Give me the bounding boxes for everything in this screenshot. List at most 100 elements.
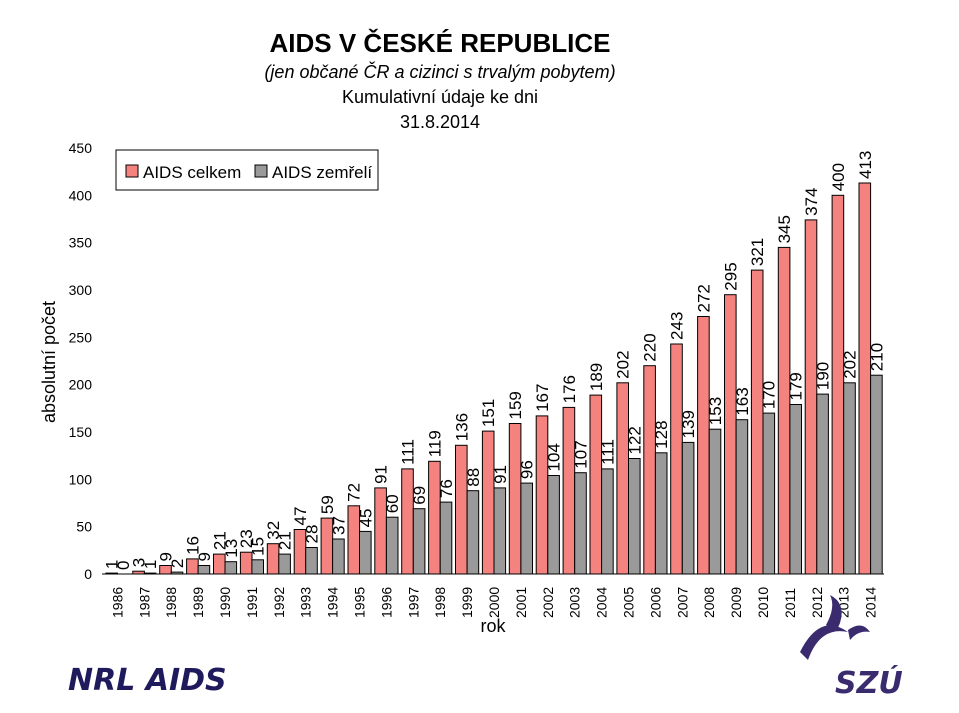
bar-zemreli <box>628 458 641 575</box>
x-tick-label: 1999 <box>459 587 475 618</box>
value-label-celkem: 91 <box>372 465 391 484</box>
x-tick-label: 1986 <box>109 587 125 618</box>
x-tick-label: 1990 <box>217 587 233 618</box>
value-label-zemreli: 37 <box>329 516 348 535</box>
x-tick-label: 2008 <box>701 587 717 618</box>
bar-zemreli <box>735 419 749 575</box>
x-tick-label: 2005 <box>621 587 637 618</box>
x-tick-label: 2009 <box>728 587 744 618</box>
value-label-celkem: 23 <box>237 529 256 548</box>
x-tick-label: 2012 <box>809 587 825 618</box>
x-tick-label: 2002 <box>540 587 556 618</box>
value-label-zemreli: 139 <box>679 410 698 438</box>
bar-celkem <box>616 382 630 575</box>
value-label-zemreli: 163 <box>733 387 752 415</box>
value-label-celkem: 9 <box>157 552 176 561</box>
bar-zemreli <box>708 428 722 575</box>
bar-celkem <box>455 444 468 575</box>
x-tick-label: 2007 <box>674 587 690 618</box>
x-tick-label: 1997 <box>405 587 421 618</box>
value-label-zemreli: 88 <box>464 468 483 487</box>
value-label-celkem: 220 <box>641 333 660 361</box>
bar-zemreli <box>681 441 695 575</box>
y-tick-label: 400 <box>69 187 93 203</box>
bar-celkem <box>643 365 656 575</box>
bar-celkem <box>750 269 764 575</box>
bar-celkem <box>535 415 549 575</box>
bar-celkem <box>670 343 683 575</box>
bar-zemreli <box>197 565 211 575</box>
nrl-aids-logo: NRL AIDS <box>68 663 227 698</box>
szu-logo-flame-icon <box>826 595 842 630</box>
value-label-celkem: 32 <box>264 521 283 540</box>
value-label-celkem: 176 <box>560 375 579 403</box>
value-label-zemreli: 179 <box>787 372 806 400</box>
value-label-celkem: 202 <box>614 350 633 378</box>
x-tick-label: 2014 <box>863 587 879 618</box>
legend-label-celkem: AIDS celkem <box>143 163 241 182</box>
value-label-zemreli: 76 <box>437 479 456 498</box>
bar-zemreli <box>870 374 883 575</box>
y-tick-label: 300 <box>69 282 93 298</box>
value-labels-group: 1031921692113231532214728593772459160111… <box>103 151 887 570</box>
bar-zemreli <box>439 501 453 575</box>
value-label-celkem: 374 <box>802 188 821 216</box>
value-label-celkem: 3 <box>130 558 149 567</box>
bar-zemreli <box>251 559 264 575</box>
bar-zemreli <box>601 468 614 575</box>
bar-zemreli <box>466 490 480 575</box>
x-tick-label: 1994 <box>325 587 341 618</box>
bar-zemreli <box>816 393 829 575</box>
value-label-zemreli: 28 <box>303 525 322 544</box>
szu-logo: SZÚ <box>800 595 903 701</box>
bar-celkem <box>777 246 791 575</box>
bar-zemreli <box>843 382 856 575</box>
value-label-zemreli: 190 <box>814 362 833 390</box>
value-label-celkem: 16 <box>183 536 202 555</box>
value-label-zemreli: 21 <box>276 531 295 550</box>
legend-swatch-zemreli <box>254 164 268 178</box>
value-label-zemreli: 2 <box>168 559 187 568</box>
value-label-zemreli: 202 <box>840 350 859 378</box>
x-tick-label: 2001 <box>513 587 529 618</box>
bar-celkem <box>401 468 414 575</box>
x-tick-label: 1989 <box>190 587 206 618</box>
y-tick-label: 200 <box>69 377 93 393</box>
x-tick-label: 2004 <box>594 587 610 618</box>
value-label-celkem: 189 <box>587 363 606 391</box>
bar-celkem <box>724 294 737 575</box>
legend-swatch-celkem <box>125 164 139 178</box>
x-tick-label: 2010 <box>755 587 771 618</box>
x-tick-label: 1992 <box>271 587 287 618</box>
bar-zemreli <box>359 530 372 575</box>
value-label-zemreli: 9 <box>195 552 214 561</box>
x-tick-label: 2011 <box>782 588 798 618</box>
x-tick-label: 2003 <box>567 587 583 618</box>
x-tick-label: 1988 <box>163 587 179 618</box>
bar-celkem <box>508 423 522 575</box>
x-tick-label: 1995 <box>352 587 368 618</box>
bar-zemreli <box>762 412 776 575</box>
nrl-aids-logo-text: NRL AIDS <box>68 663 227 698</box>
value-label-zemreli: 107 <box>572 440 591 468</box>
bar-celkem <box>562 406 576 575</box>
value-label-celkem: 21 <box>210 531 229 550</box>
chart-subtitle: (jen občané ČR a cizinci s trvalým pobyt… <box>264 61 615 82</box>
value-label-zemreli: 45 <box>356 508 375 527</box>
szu-logo-swoosh-icon <box>800 625 848 660</box>
y-tick-label: 250 <box>69 329 93 345</box>
y-axis-ticks: 0 50 100 150 200 250 300 350 400 450 <box>69 140 93 582</box>
legend-label-zemreli: AIDS zemřelí <box>272 163 372 182</box>
bar-zemreli <box>789 404 803 575</box>
value-label-zemreli: 96 <box>518 460 537 479</box>
bar-zemreli <box>385 516 399 575</box>
value-label-celkem: 167 <box>533 384 552 412</box>
szu-logo-text: SZÚ <box>835 664 903 701</box>
szu-logo-leaf-icon <box>848 625 870 640</box>
bar-zemreli <box>224 561 238 575</box>
value-label-zemreli: 91 <box>491 465 510 484</box>
value-label-zemreli: 69 <box>410 486 429 505</box>
value-label-celkem: 272 <box>694 284 713 312</box>
value-label-celkem: 159 <box>506 391 525 419</box>
